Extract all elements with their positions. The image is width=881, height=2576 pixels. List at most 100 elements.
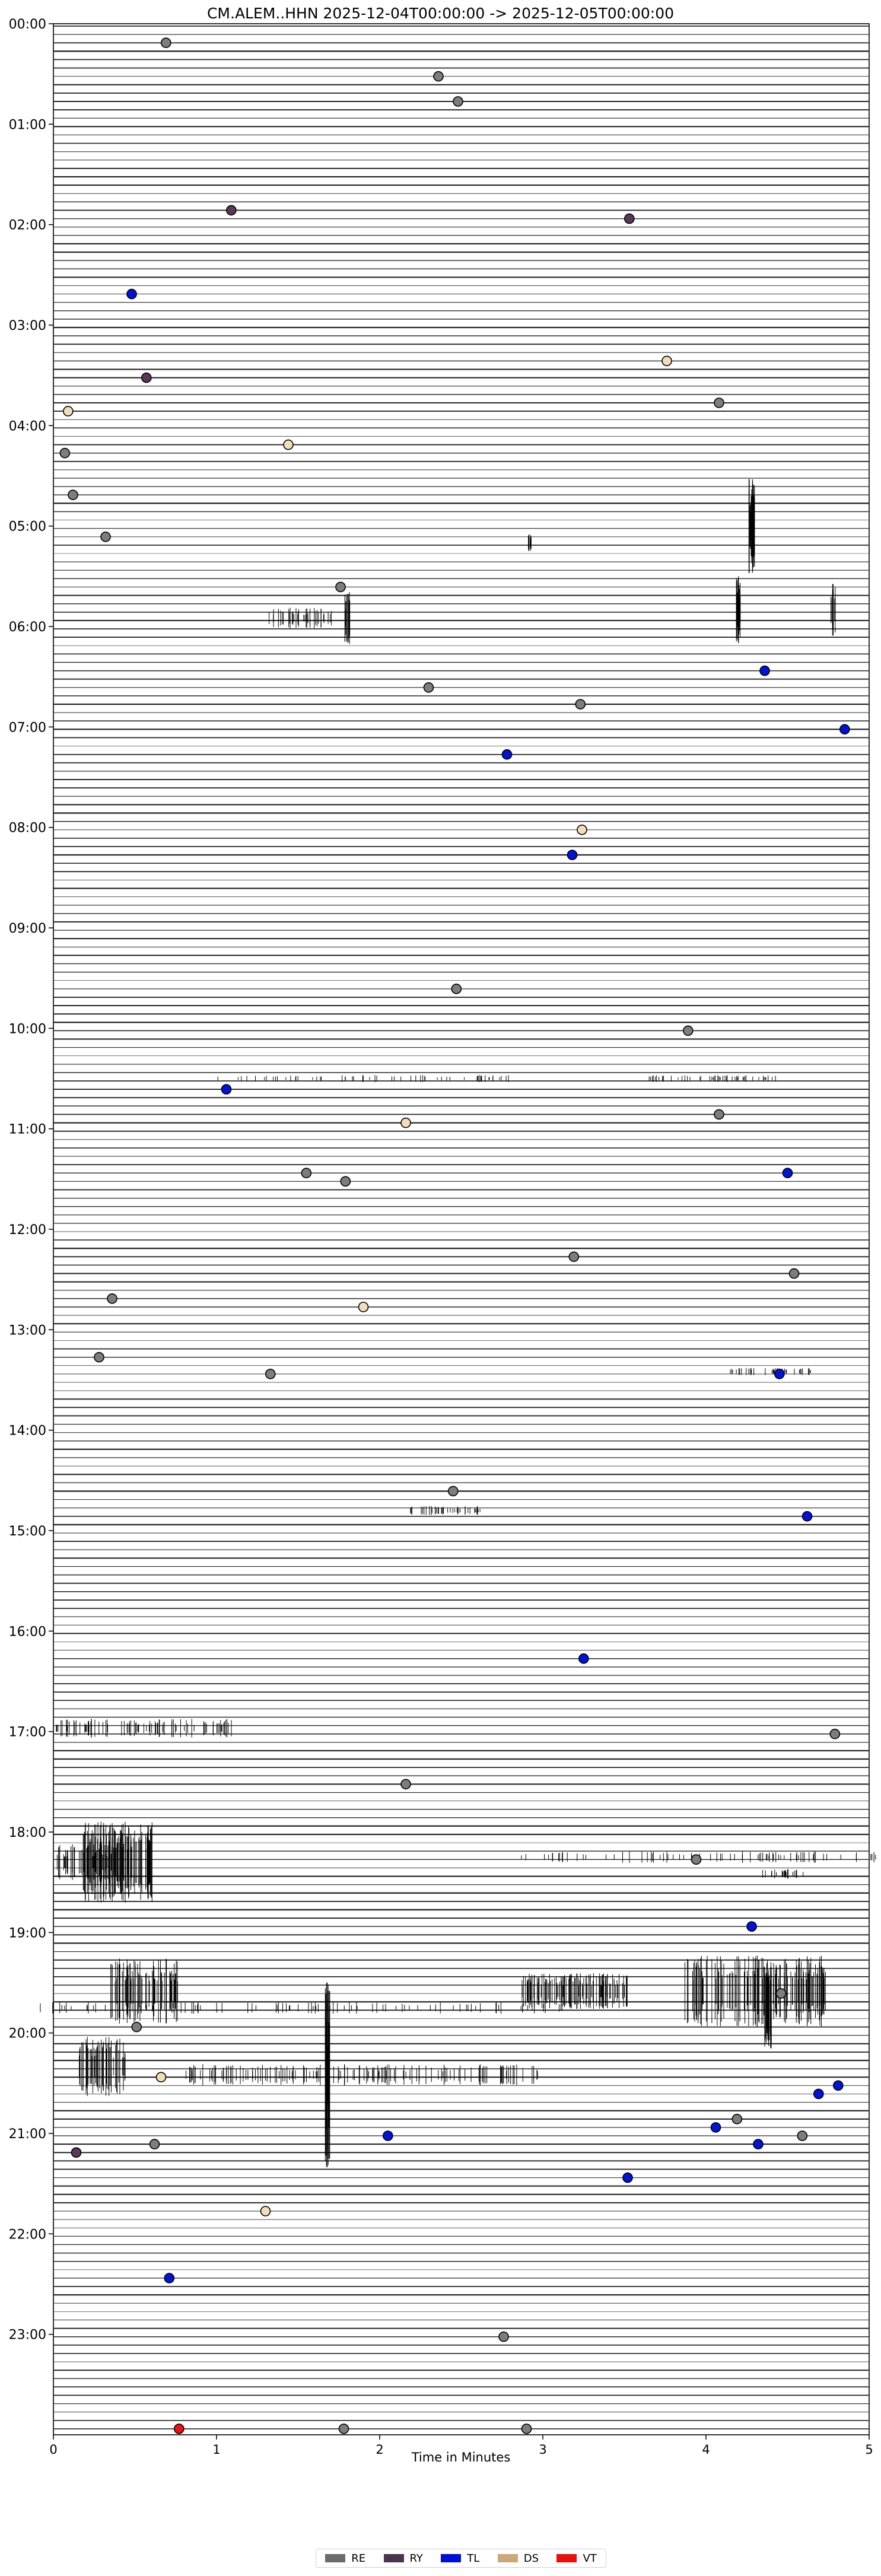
legend-item-ds: DS [497,2552,539,2565]
seismic-burst [648,1075,776,1082]
y-tick-label: 02:00 [9,218,46,233]
seismic-bursts [40,479,876,2168]
event-marker-tl [782,1168,793,1178]
event-marker-re [775,1988,787,1999]
y-tick-label: 10:00 [9,1022,46,1036]
y-axis: 00:00 01:00 02:00 03:00 04:00 05:00 06:00 07:00… [9,17,53,2343]
event-marker-re [568,1251,580,1262]
event-marker-ds [63,406,74,416]
event-marker-vt [173,2424,185,2434]
event-marker-re [691,1854,702,1865]
seismic-burst [736,576,741,644]
y-tick-label: 22:00 [9,2227,46,2242]
event-marker-re [107,1293,117,1304]
legend-label: DS [523,2552,539,2565]
seismic-burst [325,1982,330,2168]
event-marker-tl [802,1511,813,1522]
event-marker-re [714,397,724,408]
legend-label: TL [467,2552,480,2565]
seismic-burst [56,1719,232,1738]
event-marker-ds [283,439,294,450]
seismic-burst [40,2002,562,2014]
event-marker-re [265,1369,276,1379]
y-tick-label: 13:00 [9,1323,46,1338]
seismic-burst [269,608,332,629]
x-tick-label: 2 [376,2443,383,2457]
seismic-burst [521,1973,628,2009]
y-tick-label: 12:00 [9,1223,46,1238]
event-marker-tl [746,1921,757,1932]
event-marker-re [447,1486,459,1497]
legend-label: RE [351,2552,366,2565]
event-marker-ds [260,2206,271,2216]
event-marker-re [451,984,462,994]
event-marker-tl [567,850,578,860]
seismic-burst [762,1869,804,1879]
event-marker-ds [400,1117,411,1128]
y-tick-label: 14:00 [9,1424,46,1439]
event-marker-ry [71,2147,82,2158]
event-marker-re [453,96,463,107]
seismic-burst [764,1967,772,2049]
legend-item-re: RE [325,2552,365,2565]
seismic-burst [730,1367,811,1375]
event-marker-re [433,71,444,82]
seismic-burst [748,479,755,574]
event-marker-re [335,581,346,593]
event-marker-tl [622,2172,633,2183]
event-marker-ry [141,372,152,383]
y-tick-label: 08:00 [9,821,46,836]
event-marker-tl [813,2088,824,2100]
event-marker-re [575,699,586,710]
event-marker-re [423,682,434,693]
event-marker-tl [382,2130,393,2141]
y-tick-label: 07:00 [9,720,46,735]
seismic-burst [110,1958,178,2024]
seismic-burst [521,1851,876,1863]
legend-swatch [325,2554,346,2562]
event-marker-tl [774,1369,785,1379]
legend: RE RY TL DS VT [316,2549,606,2568]
legend-item-vt: VT [556,2552,597,2565]
y-tick-label: 01:00 [9,117,46,132]
event-marker-re [301,1168,312,1178]
legend-swatch [441,2554,462,2562]
event-marker-tl [501,749,513,760]
seismic-burst [186,2064,538,2086]
event-marker-re [714,1109,724,1120]
y-tick-label: 20:00 [9,2027,46,2041]
y-tick-label: 21:00 [9,2127,46,2142]
event-marker-tl [578,1653,589,1664]
legend-swatch [497,2554,518,2562]
x-tick-label: 3 [539,2443,546,2457]
event-marker-re [131,2021,142,2033]
seismic-burst [528,534,532,551]
event-marker-re [498,2331,509,2342]
event-marker-ds [155,2072,167,2082]
event-marker-re [400,1779,411,1790]
seismic-burst [217,1075,509,1082]
y-tick-label: 17:00 [9,1725,46,1740]
x-axis-label: Time in Minutes [411,2450,511,2464]
legend-label: RY [409,2552,423,2565]
event-marker-tl [710,2122,721,2133]
event-marker-tl [839,724,850,735]
seismic-burst [685,1955,826,2027]
event-marker-re [521,2424,532,2434]
x-tick-label: 5 [865,2443,873,2457]
seismic-burst [344,592,351,644]
y-tick-label: 00:00 [9,17,46,32]
y-tick-label: 15:00 [9,1524,46,1539]
seismic-traces [54,26,869,2429]
legend-label: VT [583,2552,597,2565]
event-markers [59,37,850,2434]
plot-frame [53,23,870,2435]
event-marker-re [340,1176,351,1187]
event-marker-ds [577,824,587,835]
x-axis: 0 1 2 3 4 5 [49,2435,873,2457]
chart-title: CM.ALEM..HHN 2025-12-04T00:00:00 -> 2025… [206,5,675,22]
event-marker-tl [126,288,137,300]
x-tick-label: 4 [702,2443,710,2457]
y-tick-label: 09:00 [9,921,46,936]
